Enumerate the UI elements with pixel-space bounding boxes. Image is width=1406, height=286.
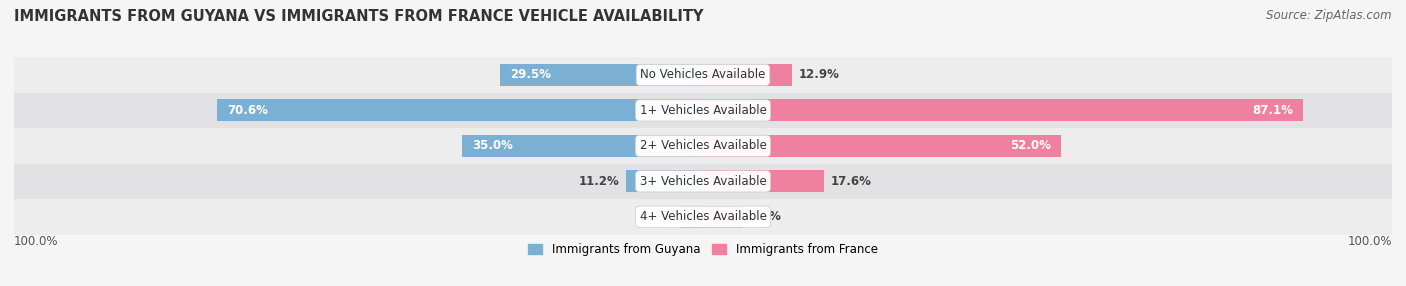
- Text: 52.0%: 52.0%: [1010, 139, 1050, 152]
- Text: No Vehicles Available: No Vehicles Available: [640, 68, 766, 82]
- Legend: Immigrants from Guyana, Immigrants from France: Immigrants from Guyana, Immigrants from …: [523, 238, 883, 261]
- Bar: [14, 128, 1392, 164]
- Bar: [14, 93, 1392, 128]
- Text: 17.6%: 17.6%: [831, 175, 872, 188]
- Text: 2+ Vehicles Available: 2+ Vehicles Available: [640, 139, 766, 152]
- Bar: [499, 64, 703, 86]
- Bar: [626, 170, 703, 192]
- Bar: [703, 100, 1303, 121]
- Text: 70.6%: 70.6%: [226, 104, 267, 117]
- Bar: [703, 135, 1062, 157]
- Text: 29.5%: 29.5%: [510, 68, 551, 82]
- Text: 1+ Vehicles Available: 1+ Vehicles Available: [640, 104, 766, 117]
- Text: 3+ Vehicles Available: 3+ Vehicles Available: [640, 175, 766, 188]
- Text: 87.1%: 87.1%: [1251, 104, 1292, 117]
- Bar: [703, 64, 792, 86]
- Bar: [14, 57, 1392, 93]
- Bar: [461, 135, 703, 157]
- Text: Source: ZipAtlas.com: Source: ZipAtlas.com: [1267, 9, 1392, 21]
- Text: 100.0%: 100.0%: [14, 235, 59, 247]
- Text: 100.0%: 100.0%: [1347, 235, 1392, 247]
- Bar: [14, 164, 1392, 199]
- Bar: [703, 206, 741, 228]
- Bar: [679, 206, 703, 228]
- Text: 5.6%: 5.6%: [748, 210, 782, 223]
- Text: 12.9%: 12.9%: [799, 68, 839, 82]
- Bar: [217, 100, 703, 121]
- Bar: [14, 199, 1392, 235]
- Bar: [703, 170, 824, 192]
- Text: IMMIGRANTS FROM GUYANA VS IMMIGRANTS FROM FRANCE VEHICLE AVAILABILITY: IMMIGRANTS FROM GUYANA VS IMMIGRANTS FRO…: [14, 9, 703, 23]
- Text: 3.4%: 3.4%: [640, 210, 672, 223]
- Text: 35.0%: 35.0%: [472, 139, 513, 152]
- Text: 4+ Vehicles Available: 4+ Vehicles Available: [640, 210, 766, 223]
- Text: 11.2%: 11.2%: [578, 175, 619, 188]
